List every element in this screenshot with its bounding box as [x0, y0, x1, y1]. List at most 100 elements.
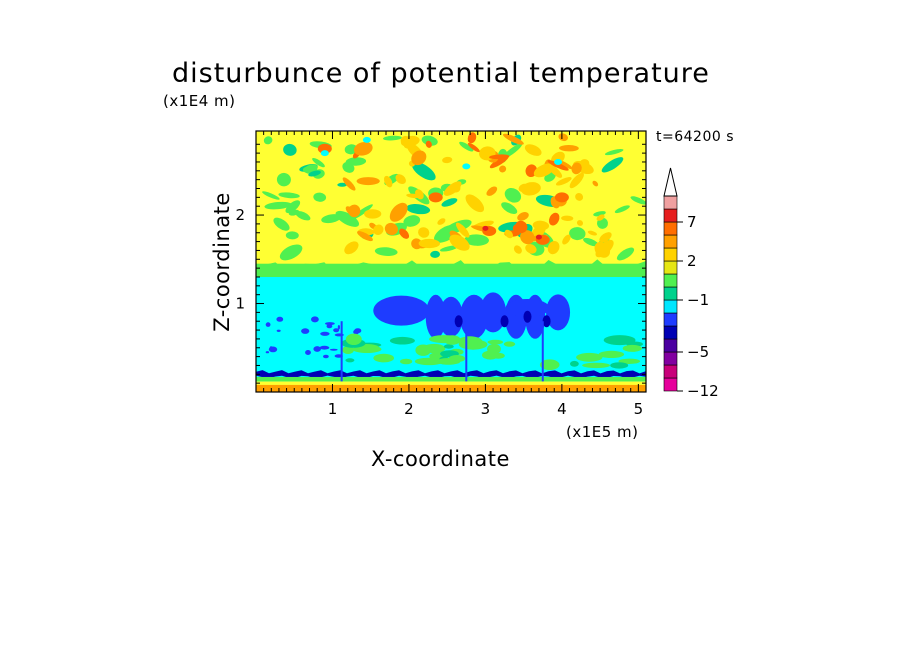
axes: 1 2 3 4 5 1 2: [235, 131, 647, 418]
colorbar-swatch: [663, 208, 678, 223]
upper-streak: [614, 205, 630, 214]
warm-core: [512, 223, 527, 234]
upper-streak: [630, 196, 646, 205]
lower-warm-patch: [622, 344, 642, 352]
upper-warm-blob: [356, 177, 380, 186]
upper-warm-blob: [525, 243, 537, 254]
upper-warm-blob: [364, 209, 382, 219]
upper-warm-blob: [443, 181, 462, 196]
cold-speck: [305, 350, 311, 355]
upper-warm-blob: [579, 159, 590, 169]
upper-warm-blob: [418, 227, 430, 238]
cold-speck: [265, 351, 270, 354]
x-axis-label: X-coordinate: [371, 447, 510, 471]
upper-streak: [601, 157, 624, 173]
cold-core: [500, 315, 509, 328]
cold-blob: [505, 298, 550, 317]
upper-warm-blob: [345, 206, 356, 217]
lower-warm-patch: [448, 355, 466, 363]
colorbar-swatch: [663, 351, 678, 366]
colorbar-swatch: [663, 377, 678, 392]
upper-warm-blob: [442, 156, 453, 164]
colorbar-tick-label: 2: [687, 252, 697, 270]
upper-warm-blob: [513, 245, 522, 254]
upper-warm-blob: [575, 192, 584, 201]
upper-streak: [285, 200, 301, 214]
plot-frame: [255, 130, 647, 393]
cold-speck: [319, 345, 330, 350]
upper-streak: [464, 234, 489, 246]
upper-warm-blob: [425, 140, 432, 148]
colorbar-tick-label: −12: [687, 382, 719, 400]
warm-core: [554, 192, 569, 203]
colorbar-swatch: [663, 260, 678, 275]
upper-streak: [337, 182, 348, 187]
upper-warm-blob: [524, 144, 542, 156]
upper-warm-blob: [467, 142, 480, 153]
colorbar-extend-arrow: [663, 167, 678, 197]
lower-warm-patch: [610, 362, 629, 369]
upper-warm-blob: [518, 183, 529, 193]
x-tick-label: 5: [634, 400, 644, 418]
lower-warm-patch: [373, 353, 395, 363]
upper-warm-blob: [342, 177, 356, 191]
colorbar-swatch: [663, 338, 678, 353]
cold-speck: [313, 346, 322, 352]
upper-streak: [430, 250, 440, 258]
colorbar-tick-label: −1: [687, 291, 709, 309]
cold-speck: [311, 316, 319, 323]
cold-blob: [373, 295, 430, 326]
cold-speck: [326, 324, 333, 329]
upper-warm-blob: [533, 163, 555, 178]
upper-warm-blob: [489, 154, 510, 160]
colorbar-swatch: [663, 273, 678, 288]
warm-core: [317, 143, 332, 154]
upper-streak: [504, 187, 522, 203]
upper-warm-blob: [555, 177, 572, 186]
colorbar-swatch: [663, 195, 678, 210]
colorbar-swatch: [663, 234, 678, 249]
upper-warm-blob: [599, 232, 612, 243]
cold-core: [454, 315, 463, 328]
cold-speck: [333, 328, 340, 333]
colorbar-tick-label: 7: [687, 213, 697, 231]
lower-warm-patch: [618, 358, 641, 364]
surface-orange: [256, 384, 646, 392]
colorbar-swatch: [663, 312, 678, 327]
lower-warm-patch: [443, 344, 454, 349]
upper-streak: [335, 210, 360, 227]
upper-warm-blob: [344, 241, 359, 255]
lower-warm-patch: [457, 336, 483, 347]
lower-warm-patch: [576, 352, 603, 362]
cold-speck: [276, 329, 281, 332]
upper-streak: [459, 141, 474, 152]
cold-speck: [337, 325, 340, 330]
cool-spot: [554, 158, 563, 165]
upper-streak: [295, 210, 311, 221]
upper-warm-blob: [373, 224, 384, 236]
colorbar-swatch: [663, 286, 678, 301]
x-tick-label: 4: [557, 400, 567, 418]
transition-band-edge: [256, 259, 646, 277]
upper-warm-blob: [504, 229, 513, 239]
upper-warm-blob: [592, 180, 599, 187]
upper-streak: [501, 202, 518, 214]
upper-streak: [616, 247, 635, 261]
upper-streak: [278, 192, 300, 199]
cold-speck: [320, 331, 330, 336]
upper-streak: [279, 244, 303, 261]
upper-streak: [264, 201, 292, 210]
upper-warm-blob: [499, 165, 507, 173]
upper-streak: [321, 214, 341, 224]
upper-warm-blob: [384, 175, 393, 188]
upper-warm-blob: [502, 133, 524, 145]
lower-warm-patch: [400, 358, 413, 365]
upper-warm-blob: [465, 194, 485, 213]
upper-streak: [421, 135, 438, 146]
upper-warm-blob: [353, 141, 373, 156]
cold-blob: [425, 294, 446, 339]
lower-warm-patch: [582, 362, 611, 369]
upper-streak: [604, 149, 624, 156]
upper-streak: [403, 215, 421, 227]
